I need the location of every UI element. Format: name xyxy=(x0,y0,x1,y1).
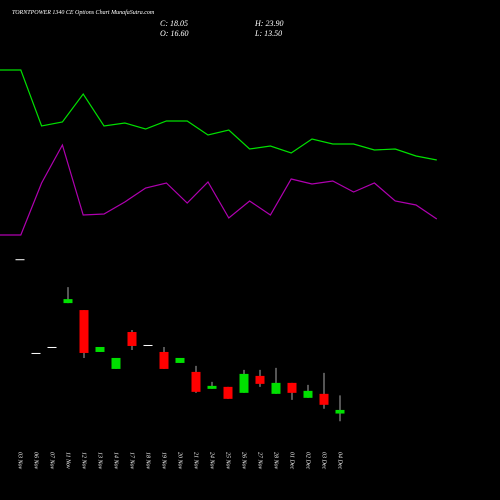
x-tick-label: 20 Nov xyxy=(177,452,183,470)
candle-body xyxy=(335,409,345,414)
x-tick-label: 07 Nov xyxy=(49,452,55,470)
x-tick-label: 03 Dec xyxy=(321,452,327,469)
x-tick-label: 01 Dec xyxy=(289,452,295,469)
candle-body xyxy=(175,357,185,363)
candle-body xyxy=(95,346,105,352)
low-label: L: 13.50 xyxy=(254,29,282,38)
x-tick-label: 25 Nov xyxy=(225,452,231,470)
candle-body xyxy=(31,352,41,354)
x-tick-label: 21 Nov xyxy=(193,452,199,470)
x-tick-label: 18 Nov xyxy=(145,452,151,470)
candle-body xyxy=(47,346,57,348)
candle-body xyxy=(239,373,249,393)
candle-body xyxy=(319,393,329,405)
chart-title: TORNTPOWER 1340 CE Options Chart MunafaS… xyxy=(12,9,155,16)
candle-body xyxy=(63,299,73,304)
x-tick-label: 13 Nov xyxy=(97,452,103,470)
x-tick-label: 12 Nov xyxy=(81,452,87,470)
candle-body xyxy=(15,259,25,261)
x-tick-label: 04 Dec xyxy=(337,452,344,469)
indicator-line xyxy=(0,143,438,236)
candle-body xyxy=(223,386,233,399)
candle-body xyxy=(111,357,121,369)
x-tick-label: 02 Dec xyxy=(305,452,311,469)
candle-body xyxy=(143,344,153,346)
x-tick-label: 06 Nov xyxy=(33,452,39,470)
candle-body xyxy=(303,390,313,398)
x-tick-label: 03 Nov xyxy=(17,452,23,470)
close-label: C: 18.05 xyxy=(160,19,188,28)
x-tick-label: 27 Nov xyxy=(257,452,263,470)
candle-body xyxy=(79,310,89,353)
candle-body xyxy=(127,332,137,346)
candle-body xyxy=(271,382,281,394)
candle-body xyxy=(207,385,217,389)
candle-body xyxy=(159,351,169,369)
x-tick-label: 24 Nov xyxy=(209,452,216,470)
candle-body xyxy=(287,382,297,393)
x-tick-label: 11 Nov xyxy=(65,452,71,469)
candle-body xyxy=(191,371,201,392)
candle-body xyxy=(255,375,265,384)
x-tick-label: 17 Nov xyxy=(129,452,135,470)
indicator-line xyxy=(0,69,437,161)
x-tick-label: 19 Nov xyxy=(161,452,167,470)
x-tick-label: 26 Nov xyxy=(241,452,247,470)
x-tick-label: 14 Nov xyxy=(113,452,120,470)
open-label: O: 16.60 xyxy=(160,29,188,38)
high-label: H: 23.90 xyxy=(254,19,283,28)
x-tick-label: 28 Nov xyxy=(273,452,279,470)
